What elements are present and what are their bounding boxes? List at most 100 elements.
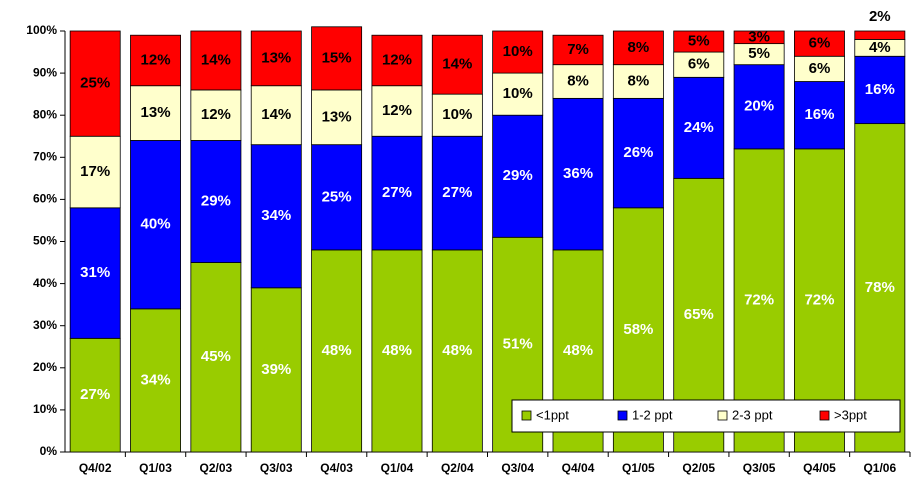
value-label: 20% <box>744 98 774 115</box>
value-label: 26% <box>623 144 653 161</box>
bar-segment <box>69 135 121 209</box>
bar-segment <box>250 144 302 289</box>
value-label: 27% <box>382 184 412 201</box>
bar-segment <box>794 30 845 57</box>
value-label: 72% <box>744 291 774 308</box>
value-label: 14% <box>442 56 472 73</box>
value-label: 25% <box>322 188 352 205</box>
value-label: 6% <box>809 60 831 77</box>
bar-segment <box>552 34 604 66</box>
value-label: 3% <box>748 28 770 45</box>
legend-label: <1ppt <box>536 407 569 422</box>
bar-segment <box>250 287 302 453</box>
bar-segment <box>130 308 181 453</box>
value-label: 72% <box>804 291 834 308</box>
y-tick-label: 70% <box>33 149 57 163</box>
bar-segment <box>311 144 363 251</box>
value-label: 24% <box>684 119 714 136</box>
value-label: 12% <box>382 102 412 119</box>
y-tick-label: 60% <box>33 192 57 206</box>
bar-segment <box>492 72 544 116</box>
value-label: 6% <box>688 56 710 73</box>
y-tick-label: 100% <box>26 23 57 37</box>
bar-segment <box>311 89 363 146</box>
bar-segment <box>311 26 363 91</box>
value-label: 27% <box>442 184 472 201</box>
value-label: 29% <box>503 167 533 184</box>
value-label: 7% <box>567 41 589 58</box>
value-label: 12% <box>382 51 412 68</box>
bar-segment <box>190 262 242 453</box>
x-tick-label: Q4/03 <box>320 461 353 475</box>
value-label: 16% <box>865 81 895 98</box>
bar-segment <box>492 114 544 238</box>
value-label: 8% <box>628 72 650 89</box>
x-tick-label: Q1/05 <box>622 461 655 475</box>
bar-segment <box>733 64 785 150</box>
x-tick-label: Q2/03 <box>200 461 233 475</box>
value-label: 10% <box>503 85 533 102</box>
legend-label: >3ppt <box>834 407 867 422</box>
value-label: 36% <box>563 165 593 182</box>
x-tick-label: Q4/02 <box>79 461 112 475</box>
bar-segment <box>69 207 121 339</box>
value-label: 34% <box>261 207 291 224</box>
value-label: 29% <box>201 192 231 209</box>
value-label: 13% <box>261 49 291 66</box>
bar-segment <box>552 64 604 99</box>
bar-segment <box>612 30 664 66</box>
bar-segment <box>492 30 544 74</box>
value-label: 13% <box>322 108 352 125</box>
y-tick-label: 0% <box>40 444 58 458</box>
bar-segment <box>371 135 423 251</box>
bar-segment <box>854 123 906 453</box>
value-label: 39% <box>261 361 291 378</box>
value-label: 12% <box>201 106 231 123</box>
value-label: 2% <box>869 8 891 25</box>
bar-segment <box>250 85 302 146</box>
value-label: 58% <box>623 321 653 338</box>
value-label: 6% <box>809 35 831 52</box>
value-label: 13% <box>141 104 171 121</box>
x-tick-label: Q2/04 <box>441 461 474 475</box>
x-tick-label: Q3/03 <box>260 461 293 475</box>
bar-segment <box>854 30 906 40</box>
x-tick-label: Q1/04 <box>381 461 414 475</box>
value-label: 14% <box>201 51 231 68</box>
bar-segment <box>673 30 725 53</box>
bar-segment <box>311 249 363 453</box>
bar-segment <box>431 34 483 95</box>
value-label: 14% <box>261 106 291 123</box>
value-label: 31% <box>80 264 110 281</box>
value-label: 48% <box>442 342 472 359</box>
x-tick-label: Q4/04 <box>562 461 595 475</box>
bar-segment <box>69 30 121 137</box>
value-label: 78% <box>865 279 895 296</box>
value-label: 17% <box>80 163 110 180</box>
value-label: 34% <box>141 371 171 388</box>
legend-label: 2-3 ppt <box>732 407 773 422</box>
y-tick-label: 90% <box>33 65 57 79</box>
value-label: 45% <box>201 348 231 365</box>
bar-segment <box>190 89 242 141</box>
value-label: 27% <box>80 386 110 403</box>
value-label: 65% <box>684 306 714 323</box>
value-label: 8% <box>628 39 650 56</box>
bar-segment <box>371 85 423 137</box>
value-label: 40% <box>141 216 171 233</box>
x-tick-label: Q1/06 <box>863 461 896 475</box>
bar-segment <box>673 51 725 78</box>
legend-swatch <box>819 410 830 421</box>
bar-segment <box>250 30 302 87</box>
legend-swatch <box>617 410 628 421</box>
bar-segment <box>190 30 242 91</box>
legend-swatch <box>717 410 728 421</box>
bar-segment <box>431 135 483 251</box>
value-label: 10% <box>442 106 472 123</box>
value-label: 5% <box>688 32 710 49</box>
bar-segment <box>794 81 845 150</box>
y-tick-label: 30% <box>33 318 57 332</box>
bar-segment <box>69 337 121 453</box>
bar-segment <box>552 97 604 251</box>
